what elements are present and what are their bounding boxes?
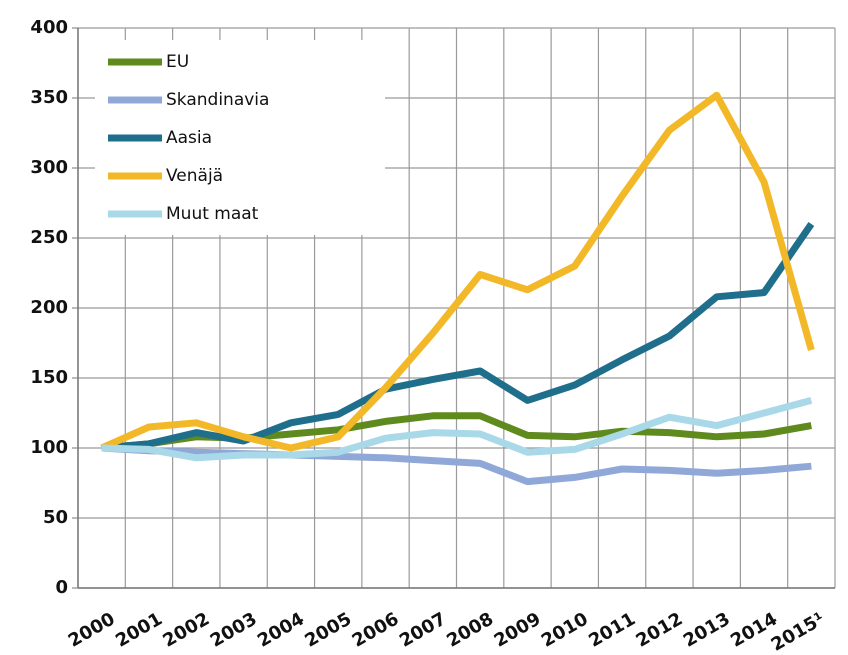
x-tick-label: 2006: [349, 608, 403, 651]
x-tick-label: 2011: [585, 608, 639, 651]
series-line: [101, 222, 815, 452]
x-tick-label: 2008: [443, 608, 497, 651]
x-tick-label: 2000: [65, 608, 119, 651]
x-tick-label: 2010: [538, 608, 592, 651]
x-tick-label: 2001: [112, 608, 166, 651]
x-tick-label: 2009: [491, 608, 545, 651]
x-tick-label: 2007: [396, 608, 450, 651]
x-tick-label: 2004: [254, 608, 308, 651]
legend-label: Muut maat: [166, 204, 259, 224]
y-tick-label: 300: [30, 157, 68, 178]
y-tick-label: 100: [30, 437, 68, 458]
legend-label: Aasia: [166, 128, 212, 148]
y-tick-label: 50: [43, 507, 68, 528]
y-tick-label: 250: [30, 227, 68, 248]
y-tick-label: 350: [30, 87, 68, 108]
x-tick-label: 2005: [301, 608, 355, 651]
y-tick-label: 200: [30, 297, 68, 318]
series-line: [101, 397, 813, 462]
y-tick-label: 0: [55, 577, 68, 598]
y-tick-label: 150: [30, 367, 68, 388]
legend-label: EU: [166, 52, 189, 72]
x-tick-label: 2002: [159, 608, 213, 651]
y-tick-label: 400: [30, 17, 68, 38]
series-line: [100, 91, 815, 452]
x-tick-label: 2012: [633, 608, 687, 651]
legend-label: Skandinavia: [166, 90, 269, 110]
x-tick-label: 2013: [680, 608, 734, 651]
x-tick-label: 2003: [207, 608, 261, 651]
x-tick-label: 2015¹: [768, 608, 829, 655]
legend-label: Venäjä: [166, 166, 223, 186]
